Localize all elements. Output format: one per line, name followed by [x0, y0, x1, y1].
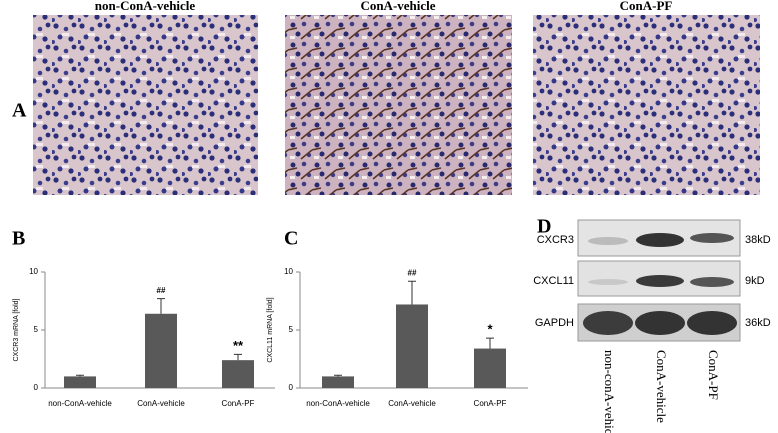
lane-label: ConA-vehicle: [654, 350, 669, 423]
panel-label: A: [12, 100, 27, 122]
panel-label: D: [537, 216, 551, 238]
panel-label: B: [12, 228, 25, 250]
y-tick-label: 0: [34, 383, 39, 392]
micrograph: [285, 15, 512, 195]
image-title: ConA-vehicle: [360, 0, 435, 13]
x-tick-label: ConA-vehicle: [388, 399, 436, 408]
y-tick-label: 5: [289, 325, 294, 334]
error-bar: [157, 298, 165, 314]
image-title: ConA-PF: [620, 0, 673, 13]
protein-label: CXCL11: [533, 275, 574, 287]
lane-label: non-conA-vehicle: [602, 350, 617, 433]
x-tick-label: non-ConA-vehicle: [48, 399, 112, 408]
bar: [222, 360, 254, 388]
protein-label: GAPDH: [535, 317, 574, 329]
error-bar: [334, 374, 342, 377]
y-tick-label: 0: [289, 383, 294, 392]
significance-label: ##: [157, 286, 166, 295]
bar: [396, 304, 428, 388]
bar: [64, 376, 96, 388]
significance-label: **: [233, 338, 244, 353]
error-bar: [234, 353, 242, 361]
error-bar: [76, 374, 84, 377]
bar: [145, 313, 177, 388]
protein-label: CXCR3: [537, 234, 574, 246]
micrograph: [33, 15, 258, 195]
y-axis-label: CXCL11 mRNA [fold]: [267, 297, 274, 362]
error-bar: [486, 337, 494, 349]
bar: [322, 376, 354, 388]
x-tick-label: ConA-PF: [474, 399, 507, 408]
y-axis-label: CXCR3 mRNA [fold]: [13, 298, 20, 361]
x-tick-label: ConA-PF: [222, 399, 255, 408]
image-title: non-ConA-vehicle: [95, 0, 196, 13]
size-label: 36kD: [745, 317, 771, 329]
x-tick-label: non-ConA-vehicle: [306, 399, 370, 408]
micrograph: [533, 15, 760, 195]
significance-label: ##: [408, 268, 417, 277]
error-bar: [408, 280, 416, 305]
bar: [474, 348, 506, 388]
y-tick-label: 10: [284, 267, 293, 276]
x-tick-label: ConA-vehicle: [137, 399, 185, 408]
significance-label: *: [487, 322, 493, 337]
blot: [577, 219, 741, 342]
y-tick-label: 10: [29, 267, 38, 276]
size-label: 38kD: [745, 234, 771, 246]
panel-label: C: [284, 228, 298, 250]
y-tick-label: 5: [34, 325, 39, 334]
size-label: 9kD: [745, 275, 765, 287]
lane-label: ConA-PF: [706, 350, 721, 400]
